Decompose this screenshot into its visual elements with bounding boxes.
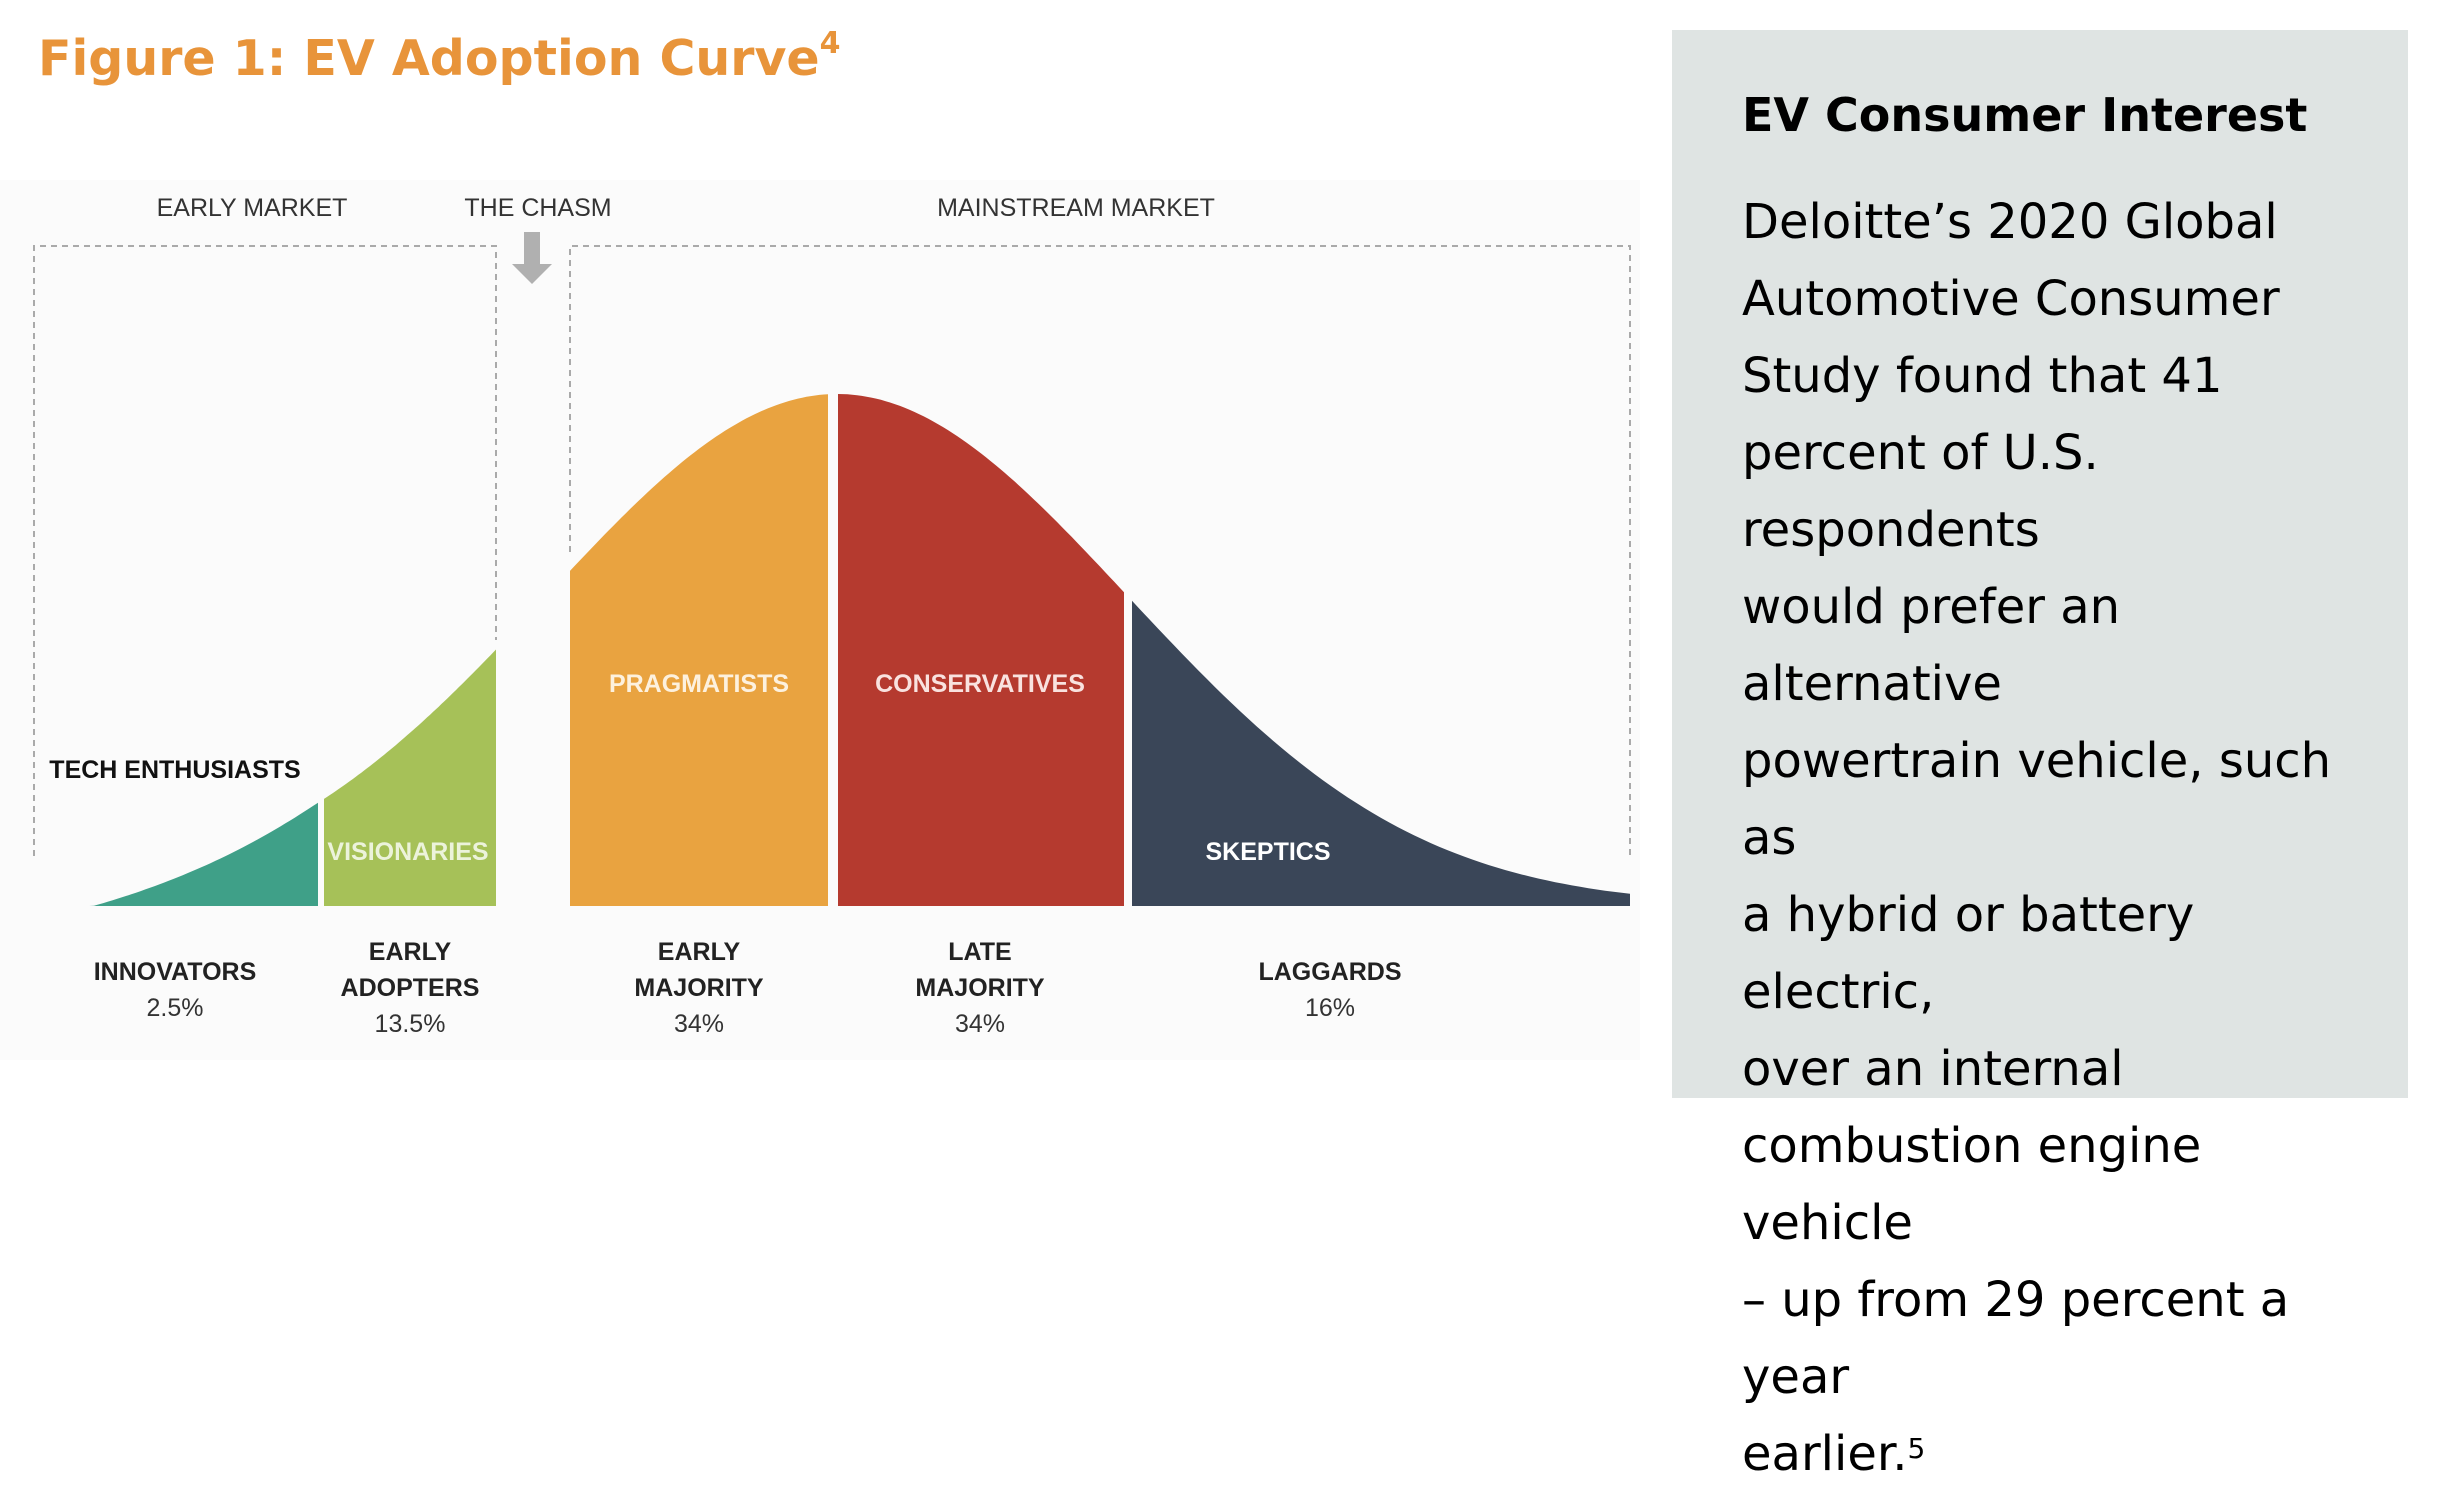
category-value-label: 34%: [955, 1010, 1005, 1038]
category-label: EARLY MAJORITY: [634, 938, 764, 1002]
adoption-curve-chart: EARLY MARKET THE CHASM MAINSTREAM MARKET TE…: [33, 194, 1631, 1038]
sidebar-footnote: 5: [1907, 1432, 1926, 1465]
sidebar-body-line: powertrain vehicle, such as: [1742, 733, 2332, 866]
chasm-arrow-icon: [512, 232, 552, 284]
early-market-outline: [33, 245, 497, 856]
sidebar-body-line: Study found that 41: [1742, 348, 2223, 404]
figure-title: Figure 1: EV Adoption Curve4: [38, 26, 841, 87]
sidebar-body: Deloitte’s 2020 Global Automotive Consume…: [1742, 184, 2380, 1493]
segment-inner-label: CONSERVATIVES: [875, 670, 1085, 698]
category-value-label: 2.5%: [147, 994, 204, 1022]
segment-area: [38, 802, 318, 906]
sidebar-panel: EV Consumer Interest Deloitte’s 2020 Glo…: [1672, 30, 2408, 1482]
segment-inner-label: VISIONARIES: [327, 838, 488, 866]
sidebar-body-line: over an internal: [1742, 1041, 2124, 1097]
sidebar-body-line: Automotive Consumer: [1742, 271, 2280, 327]
segment-area: [1132, 600, 1630, 906]
sidebar-body-line: combustion engine vehicle: [1742, 1118, 2202, 1251]
category-label: EARLY ADOPTERS: [341, 938, 480, 1002]
category-label: INNOVATORS: [94, 958, 257, 986]
section-label: MAINSTREAM MARKET: [937, 194, 1215, 222]
segment-inner-label: PRAGMATISTS: [609, 670, 789, 698]
sidebar-body-line: earlier.5: [1742, 1426, 1926, 1482]
sidebar-body-line: – up from 29 percent a year: [1742, 1272, 2290, 1405]
sidebar-body-line: would prefer an alternative: [1742, 579, 2121, 712]
segment-area: [838, 394, 1124, 906]
category-label: LAGGARDS: [1258, 958, 1401, 986]
segment-area: [570, 394, 828, 906]
figure-title-text: Figure 1: EV Adoption Curve: [38, 30, 820, 87]
sidebar-body-line: percent of U.S. respondents: [1742, 425, 2099, 558]
category-value-label: 34%: [674, 1010, 724, 1038]
segment-area: [324, 649, 496, 906]
section-label: THE CHASM: [464, 194, 611, 222]
sidebar-body-line: a hybrid or battery electric,: [1742, 887, 2195, 1020]
category-value-label: 16%: [1305, 994, 1355, 1022]
section-label: EARLY MARKET: [157, 194, 348, 222]
sidebar-heading: EV Consumer Interest: [1742, 88, 2308, 142]
category-value-label: 13.5%: [375, 1010, 446, 1038]
category-label: LATE MAJORITY: [915, 938, 1045, 1002]
segment-inner-label: TECH ENTHUSIASTS: [49, 756, 300, 784]
segment-inner-label: SKEPTICS: [1205, 838, 1330, 866]
mainstream-market-outline: [569, 245, 1631, 856]
sidebar-body-line: Deloitte’s 2020 Global: [1742, 194, 2278, 250]
figure-title-footnote: 4: [819, 26, 841, 61]
